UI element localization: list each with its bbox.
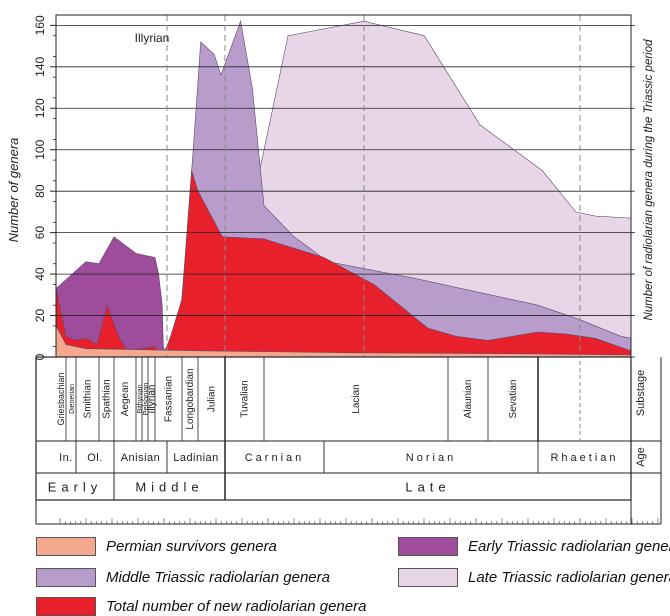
y-tick-label: 60 [33,226,47,240]
substage-label: Illyrian [147,385,158,414]
age-label: Norian [406,452,456,464]
substage-label: Fassanian [164,376,175,422]
area-series-group [55,15,632,358]
y-tick-label: 0 [33,353,47,360]
substage-label: Bithynian [137,384,144,413]
substage-label: Julian [207,386,218,412]
area-total-number-of-new-radiolarian-genera [55,170,632,358]
age-label: Carnian [245,452,305,464]
age-row-label: Age [635,447,647,467]
plot-frame [55,14,632,358]
substage-label: Lacian [351,384,362,413]
substage-label: Sevatian [508,380,519,419]
gridlines [56,15,631,357]
y-tick-label: 160 [33,15,47,35]
y-tick-label: 100 [33,139,47,159]
y-tick-label: 120 [33,98,47,118]
substage-row-label: Substage [635,370,647,416]
substage-label: Alaunian [463,380,474,419]
illyrian-annotation: Illyrian [135,31,170,45]
age-label: Rhaetian [550,452,618,464]
substage-label: Dienerian [69,384,76,414]
epoch-label: Early [48,480,103,495]
area-early-triassic-radiolarian-genera [55,236,168,358]
substage-label: Tuvalian [240,380,251,417]
y-tick-label: 80 [33,184,47,198]
substage-label: Aegean [120,382,131,416]
substage-label: Spathian [102,379,113,418]
substage-label: Smithian [83,380,94,419]
epoch-label: Middle [135,480,203,495]
substage-label: Griesbachian [56,372,66,425]
age-label: Anisian [121,452,161,464]
y-tick-label: 20 [33,309,47,323]
band-frame [35,356,632,501]
axes: 0 20 40 60 80 100 120 140 160 [33,14,635,360]
substage-label: Pelsonian [141,383,150,416]
epoch-label: Late [405,480,450,495]
substage-label: Longobardian [185,368,196,429]
age-label: In. [59,452,73,464]
y-tick-label: 140 [33,56,47,76]
period-bands: Griesbachian Dienerian Smithian Spathian Aeg… [35,356,662,525]
age-label: Ladinian [173,452,219,464]
age-label: Ol. [87,452,103,464]
y-tick-label: 40 [33,267,47,281]
y-axis-label: Number of genera [6,138,21,243]
right-axis-label: Number of radiolarian genera during the … [643,39,655,321]
